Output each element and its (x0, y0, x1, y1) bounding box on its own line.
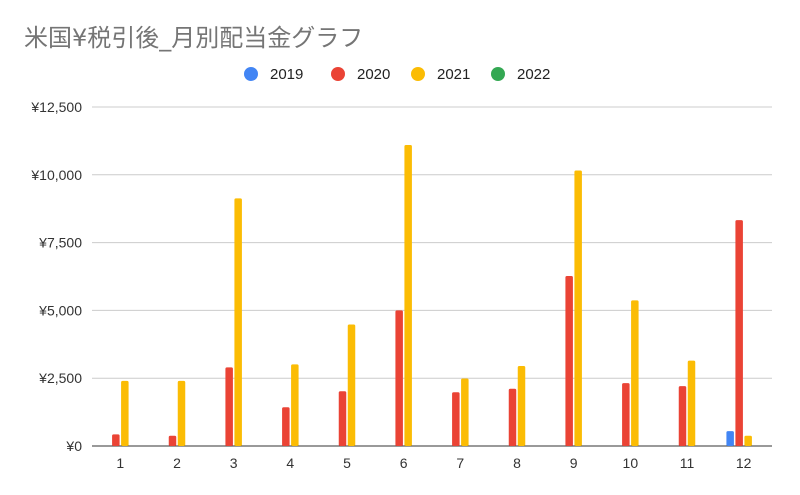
x-tick-label: 2 (173, 455, 181, 471)
bar-2021-7[interactable] (461, 378, 469, 446)
bar-2020-8[interactable] (508, 388, 517, 446)
legend-item-2020[interactable]: 2020 (331, 64, 390, 84)
bar-2020-5[interactable] (338, 391, 347, 446)
legend-item-2021[interactable]: 2021 (411, 64, 470, 84)
bar-2021-3[interactable] (234, 198, 242, 446)
y-tick-label: ¥5,000 (38, 302, 82, 318)
bar-2021-10[interactable] (631, 300, 639, 446)
legend-label-2022: 2022 (517, 65, 551, 83)
y-tick-label: ¥7,500 (38, 235, 82, 251)
bar-2021-11[interactable] (687, 360, 696, 446)
bar-2020-3[interactable] (225, 367, 233, 446)
bar-2020-6[interactable] (395, 310, 403, 446)
x-tick-label: 5 (343, 455, 351, 471)
bar-2020-12[interactable] (735, 220, 743, 446)
y-tick-label: ¥0 (65, 438, 82, 454)
bar-2020-11[interactable] (678, 386, 687, 446)
y-tick-label: ¥10,000 (30, 167, 82, 183)
legend-item-2022[interactable]: 2022 (491, 64, 550, 84)
legend-swatch-2020 (331, 67, 345, 81)
bar-2021-8[interactable] (517, 365, 526, 446)
legend-swatch-2019 (244, 67, 258, 81)
bar-2019-12[interactable] (726, 431, 734, 446)
chart-title: 米国¥税引後_月別配当金グラフ (24, 24, 364, 52)
bar-2020-4[interactable] (282, 407, 290, 446)
x-tick-label: 11 (680, 455, 695, 471)
x-tick-label: 7 (456, 455, 464, 471)
bar-2020-10[interactable] (622, 383, 630, 446)
x-tick-label: 9 (570, 455, 578, 471)
legend: 2019 2020 2021 2022 (0, 64, 800, 84)
bars (112, 144, 752, 446)
x-tick-label: 3 (230, 455, 238, 471)
bar-2020-7[interactable] (452, 392, 460, 446)
x-tick-label: 4 (286, 455, 294, 471)
bar-2021-5[interactable] (347, 324, 356, 446)
x-tick-label: 12 (736, 455, 752, 471)
legend-swatch-2021 (411, 67, 425, 81)
gridlines (92, 106, 772, 447)
x-tick-label: 6 (400, 455, 408, 471)
legend-label-2021: 2021 (437, 65, 471, 83)
x-tick-label: 1 (116, 455, 124, 471)
legend-item-2019[interactable]: 2019 (244, 64, 303, 84)
x-tick-label: 8 (513, 455, 521, 471)
x-tick-label: 10 (623, 455, 639, 471)
y-tick-label: ¥2,500 (38, 370, 82, 386)
bar-2020-1[interactable] (112, 434, 120, 446)
bar-2021-2[interactable] (177, 380, 186, 446)
bar-2021-4[interactable] (291, 364, 299, 446)
bar-2020-9[interactable] (565, 275, 573, 446)
legend-label-2020: 2020 (357, 65, 391, 83)
bar-2021-6[interactable] (404, 144, 412, 446)
bar-2021-12[interactable] (744, 435, 752, 446)
legend-swatch-2022 (491, 67, 505, 81)
bar-2020-2[interactable] (168, 435, 177, 446)
bar-2021-1[interactable] (121, 380, 129, 446)
bar-2021-9[interactable] (574, 170, 582, 446)
y-tick-label: ¥12,500 (30, 99, 82, 115)
legend-label-2019: 2019 (270, 65, 304, 83)
